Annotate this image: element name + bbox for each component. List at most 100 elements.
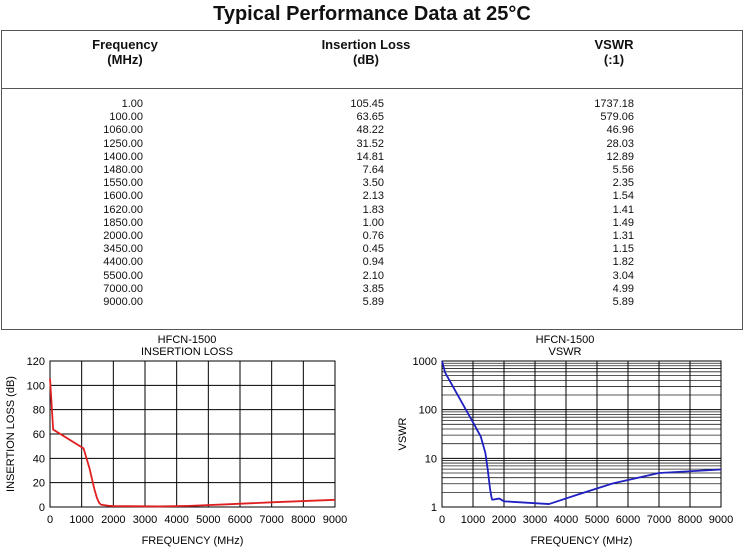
insertion-loss-cell: 2.10 bbox=[362, 269, 384, 282]
y-tick-label: 100 bbox=[419, 405, 437, 417]
insertion-loss-cell: 0.94 bbox=[362, 256, 384, 269]
vswr-cell: 1737.18 bbox=[594, 98, 634, 110]
table-row: 2000.00 0.76 1.31 bbox=[2, 230, 742, 243]
header-vswr: VSWR (:1) bbox=[514, 37, 714, 67]
x-tick-label: 0 bbox=[439, 514, 445, 526]
vswr-cell: 28.03 bbox=[606, 137, 634, 150]
x-tick-label: 7000 bbox=[259, 514, 283, 526]
y-tick-label: 1000 bbox=[413, 356, 437, 368]
table-row: 9000.00 5.89 5.89 bbox=[2, 296, 742, 309]
insertion-loss-cell: 5.89 bbox=[362, 296, 384, 308]
x-tick-label: 1000 bbox=[69, 514, 93, 526]
frequency-cell: 1480.00 bbox=[103, 164, 143, 176]
vswr-cell: 1.15 bbox=[612, 243, 634, 256]
x-tick-label: 9000 bbox=[709, 514, 733, 526]
table-row: 1250.00 31.52 28.03 bbox=[2, 138, 742, 151]
vswr-cell: 5.56 bbox=[612, 164, 634, 176]
y-axis-label: INSERTION LOSS (dB) bbox=[5, 376, 17, 492]
y-tick-label: 10 bbox=[425, 453, 437, 465]
vswr-cell: 3.04 bbox=[612, 269, 634, 282]
insertion-loss-cell: 48.22 bbox=[356, 124, 384, 137]
vswr-cell: 12.89 bbox=[606, 150, 634, 163]
header-frequency: Frequency (MHz) bbox=[25, 37, 225, 67]
x-tick-label: 6000 bbox=[616, 514, 640, 526]
table-row: 7000.00 3.85 4.99 bbox=[2, 283, 742, 296]
y-tick-label: 100 bbox=[27, 380, 45, 392]
x-tick-label: 2000 bbox=[492, 514, 516, 526]
x-tick-label: 4000 bbox=[554, 514, 578, 526]
table-row: 1600.00 2.13 1.54 bbox=[2, 190, 742, 203]
insertion-loss-cell: 2.13 bbox=[362, 190, 384, 203]
table-row: 1060.00 48.22 46.96 bbox=[2, 124, 742, 137]
y-tick-label: 120 bbox=[27, 356, 45, 368]
insertion-loss-cell: 1.00 bbox=[362, 216, 384, 229]
table-row: 5500.00 2.10 3.04 bbox=[2, 270, 742, 283]
vswr-cell: 1.82 bbox=[612, 256, 634, 269]
vswr-cell: 1.31 bbox=[612, 230, 634, 242]
insertion-loss-cell: 105.45 bbox=[350, 98, 384, 110]
x-tick-label: 8000 bbox=[678, 514, 702, 526]
table-row: 1400.00 14.81 12.89 bbox=[2, 151, 742, 164]
x-tick-label: 2000 bbox=[101, 514, 125, 526]
table-row: 3450.00 0.45 1.15 bbox=[2, 243, 742, 256]
vswr-cell: 46.96 bbox=[606, 124, 634, 137]
frequency-cell: 4400.00 bbox=[103, 256, 143, 269]
insertion-loss-cell: 7.64 bbox=[362, 164, 384, 176]
header-line: Frequency bbox=[92, 37, 158, 52]
page-title: Typical Performance Data at 25°C bbox=[213, 3, 531, 25]
plot-area bbox=[441, 360, 722, 508]
table-row: 1620.00 1.83 1.41 bbox=[2, 204, 742, 217]
y-tick-label: 20 bbox=[33, 478, 45, 490]
frequency-cell: 1400.00 bbox=[103, 150, 143, 163]
header-unit: (MHz) bbox=[107, 52, 143, 67]
frequency-cell: 1250.00 bbox=[103, 137, 143, 150]
frequency-cell: 5500.00 bbox=[103, 269, 143, 282]
y-tick-label: 0 bbox=[39, 502, 45, 514]
y-tick-label: 60 bbox=[33, 429, 45, 441]
frequency-cell: 1600.00 bbox=[103, 190, 143, 203]
frequency-cell: 7000.00 bbox=[103, 282, 143, 295]
data-line bbox=[49, 378, 336, 508]
table-row: 1550.00 3.50 2.35 bbox=[2, 177, 742, 190]
x-axis-label: FREQUENCY (MHz) bbox=[142, 535, 244, 547]
vswr-cell: 579.06 bbox=[600, 111, 634, 124]
chart-title: HFCN-1500 bbox=[158, 334, 217, 346]
y-tick-label: 40 bbox=[33, 453, 45, 465]
header-unit: (dB) bbox=[353, 52, 379, 67]
vswr-cell: 1.54 bbox=[612, 190, 634, 203]
vswr-cell: 5.89 bbox=[612, 296, 634, 308]
header-unit: (:1) bbox=[603, 52, 625, 67]
insertion-loss-cell: 0.76 bbox=[362, 230, 384, 242]
y-tick-label: 1 bbox=[431, 502, 437, 514]
x-tick-label: 0 bbox=[47, 514, 53, 526]
x-tick-label: 9000 bbox=[323, 514, 347, 526]
table-row: 1850.00 1.00 1.49 bbox=[2, 217, 742, 230]
insertion-loss-cell: 63.65 bbox=[356, 111, 384, 124]
y-tick-label: 80 bbox=[33, 405, 45, 417]
table-row: 4400.00 0.94 1.82 bbox=[2, 256, 742, 269]
insertion-loss-cell: 3.85 bbox=[362, 282, 384, 295]
data-line bbox=[441, 360, 722, 505]
insertion-loss-cell: 1.83 bbox=[362, 203, 384, 216]
x-tick-label: 5000 bbox=[585, 514, 609, 526]
y-axis-label: VSWR bbox=[397, 417, 409, 450]
header-line: VSWR bbox=[594, 37, 634, 52]
x-tick-label: 3000 bbox=[133, 514, 157, 526]
x-tick-label: 5000 bbox=[196, 514, 220, 526]
chart-subtitle: INSERTION LOSS bbox=[141, 346, 233, 358]
table-row: 100.00 63.65 579.06 bbox=[2, 111, 742, 124]
vswr-cell: 1.49 bbox=[612, 216, 634, 229]
frequency-cell: 100.00 bbox=[109, 111, 143, 124]
frequency-cell: 1850.00 bbox=[103, 216, 143, 229]
chart-subtitle: VSWR bbox=[549, 346, 582, 358]
frequency-cell: 9000.00 bbox=[103, 296, 143, 308]
vswr-cell: 1.41 bbox=[612, 203, 634, 216]
insertion-loss-cell: 31.52 bbox=[356, 137, 384, 150]
insertion-loss-cell: 3.50 bbox=[362, 177, 384, 190]
frequency-cell: 1620.00 bbox=[103, 203, 143, 216]
x-tick-label: 4000 bbox=[164, 514, 188, 526]
x-tick-label: 6000 bbox=[228, 514, 252, 526]
x-tick-label: 1000 bbox=[461, 514, 485, 526]
vswr-cell: 2.35 bbox=[612, 177, 634, 190]
